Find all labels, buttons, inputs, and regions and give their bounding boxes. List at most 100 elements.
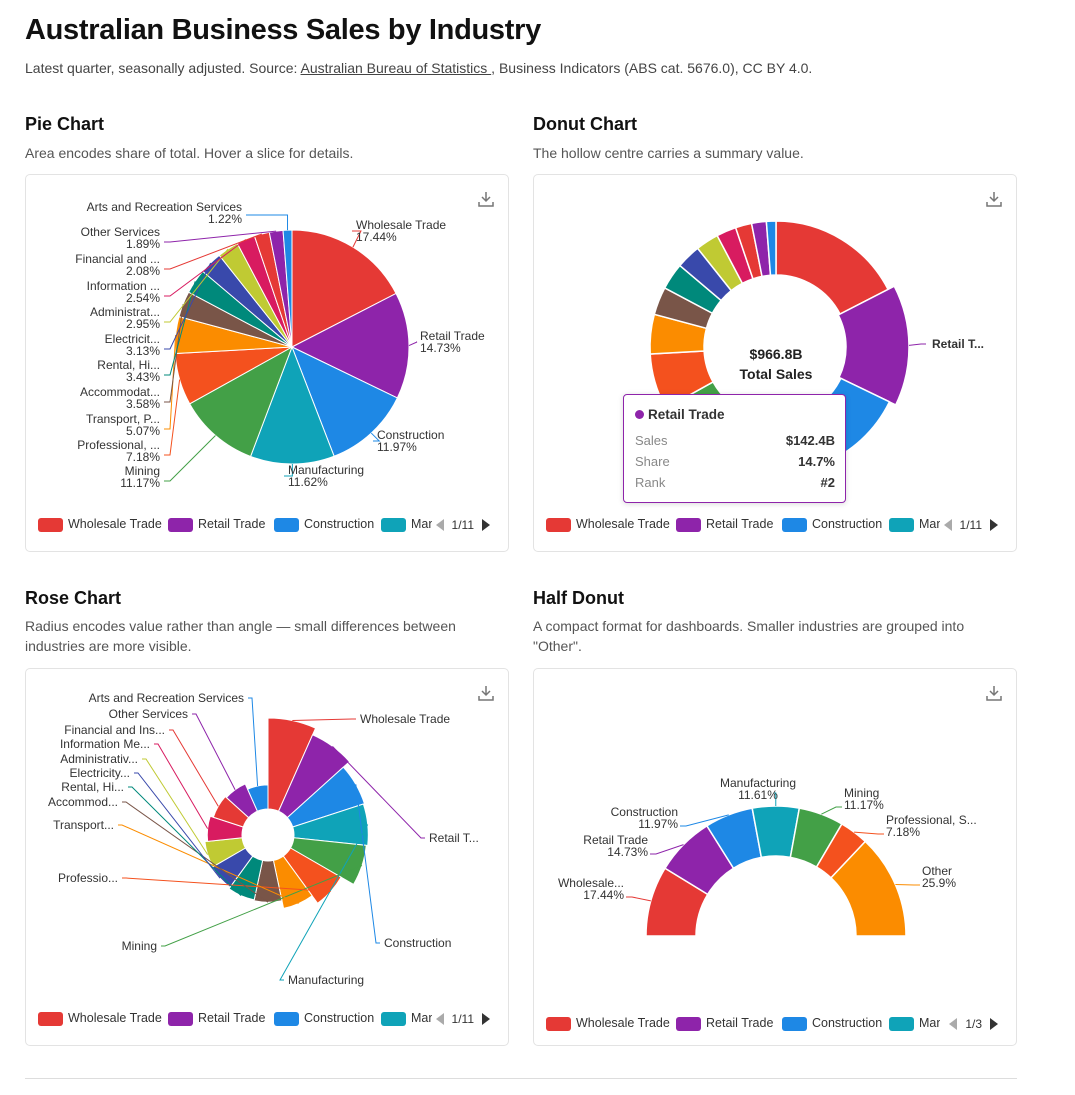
slice-label-value: 11.61% <box>738 788 778 802</box>
legend-swatch <box>381 1011 406 1026</box>
label-leader-line <box>164 379 181 456</box>
slice-label-value: 3.58% <box>126 397 160 411</box>
label-leader-line <box>164 334 177 430</box>
download-icon[interactable] <box>476 189 496 209</box>
legend-prev-icon[interactable] <box>949 1017 958 1030</box>
label-leader-line <box>192 713 236 790</box>
tooltip-row-sales: Sales $142.4B <box>635 433 835 451</box>
slice-label-value: 7.18% <box>126 450 160 464</box>
label-leader-line <box>128 786 242 896</box>
slice-label-value: 11.62% <box>288 475 328 489</box>
legend-swatch <box>274 517 299 532</box>
legend-item[interactable]: Retail Trade <box>676 1016 773 1034</box>
half-section-desc: A compact format for dashboards. Smaller… <box>533 618 965 654</box>
label-leader-line <box>626 896 651 902</box>
legend-item[interactable]: Retail Trade <box>676 517 773 535</box>
legend-swatch <box>782 517 807 532</box>
slice-label-name: Financial and ... <box>75 252 160 266</box>
slice-label-value: 14.73% <box>607 845 648 859</box>
legend-item[interactable]: Retail Trade <box>168 1011 265 1029</box>
donut-slice <box>837 285 910 406</box>
slice-label-name: Wholesale... <box>558 876 624 890</box>
slice-label-value: 11.97% <box>638 817 678 831</box>
legend-page-indicator: 1/11 <box>451 1011 474 1026</box>
rose-section-desc: Radius encodes value rather than angle —… <box>25 618 456 654</box>
slice-label-name: Mining <box>844 786 879 800</box>
legend-pager: 1/11 <box>435 1011 490 1029</box>
rose-petal <box>278 734 350 819</box>
tooltip-label: Share <box>635 454 670 469</box>
pie-section-title: Pie Chart <box>25 114 105 134</box>
legend-item[interactable]: Wholesale Trade <box>546 517 670 535</box>
legend-next-icon[interactable] <box>990 518 998 531</box>
legend-page-indicator: 1/3 <box>965 1016 982 1031</box>
legend-item[interactable]: Construction <box>782 1016 882 1034</box>
petal-label: Accommod... <box>48 795 118 809</box>
donut-legend: Wholesale Trade Retail Trade Construction M… <box>546 517 1006 535</box>
label-leader-line <box>774 792 777 807</box>
legend-item[interactable]: Manufacturing <box>381 517 432 535</box>
legend-prev-icon[interactable] <box>435 1012 444 1025</box>
slice-label-name: Construction <box>377 428 444 442</box>
label-leader-line <box>164 230 277 243</box>
legend-item[interactable]: Wholesale Trade <box>546 1016 670 1034</box>
slice-label-name: Retail Trade <box>583 833 648 847</box>
download-icon[interactable] <box>984 683 1004 703</box>
legend-prev-icon[interactable] <box>943 518 952 531</box>
petal-label: Arts and Recreation Services <box>89 691 244 705</box>
slice-label-value: 11.17% <box>844 798 884 812</box>
slice-label-value: 17.44% <box>583 888 624 902</box>
tooltip-row-share: Share 14.7% <box>635 454 835 472</box>
slice-label-name: Manufacturing <box>720 776 796 790</box>
tooltip-value: #2 <box>820 475 835 490</box>
slice-label-name: Mining <box>125 464 160 478</box>
slice-label-value: 2.95% <box>126 317 160 331</box>
legend-item[interactable]: Construction <box>274 517 374 535</box>
label-leader-line <box>122 801 269 903</box>
legend-item[interactable]: Manufacturing <box>889 517 940 535</box>
pie-slice <box>282 229 293 348</box>
legend-items: Wholesale Trade Retail Trade Construction M… <box>38 517 432 535</box>
petal-label: Financial and Ins... <box>64 723 165 737</box>
slice-label-value: 5.07% <box>126 424 160 438</box>
legend-label: Wholesale Trade <box>68 517 162 531</box>
tooltip-series-name: Retail Trade <box>648 407 725 422</box>
legend-item[interactable]: Manufacturing <box>889 1016 940 1034</box>
legend-label: Wholesale Trade <box>68 1011 162 1025</box>
legend-item[interactable]: Retail Trade <box>168 517 265 535</box>
slice-label-value: 7.18% <box>886 825 920 839</box>
download-icon[interactable] <box>476 683 496 703</box>
legend-item[interactable]: Wholesale Trade <box>38 517 162 535</box>
pie-chart-card: Wholesale Trade 17.44% Retail Trade 14.73% C… <box>25 174 509 552</box>
slice-label-name: Retail Trade <box>420 329 485 343</box>
petal-label: Wholesale Trade <box>360 712 450 726</box>
slice-label-name: Construction <box>611 805 678 819</box>
legend-swatch <box>676 517 701 532</box>
label-leader-line <box>370 432 381 442</box>
label-leader-line <box>352 230 362 248</box>
footer-divider <box>25 1078 1017 1079</box>
rose-chart-svg: Wholesale Trade Retail T... Construction Ma… <box>48 691 479 987</box>
slice-label-name: Other <box>922 864 952 878</box>
source-link[interactable]: Australian Bureau of Statistics <box>300 60 492 76</box>
label-leader-line <box>650 844 684 855</box>
label-leader-line <box>142 758 209 855</box>
slice-label-value: 2.08% <box>126 264 160 278</box>
legend-item[interactable]: Construction <box>782 517 882 535</box>
page-title: Australian Business Sales by Industry <box>25 14 541 46</box>
download-icon[interactable] <box>984 189 1004 209</box>
legend-prev-icon[interactable] <box>435 518 444 531</box>
legend-label: Retail Trade <box>198 517 266 531</box>
legend-next-icon[interactable] <box>482 518 490 531</box>
label-leader-line <box>284 463 293 477</box>
legend-next-icon[interactable] <box>482 1012 490 1025</box>
legend-next-icon[interactable] <box>990 1017 998 1030</box>
legend-item[interactable]: Wholesale Trade <box>38 1011 162 1029</box>
slice-label-name: Transport, P... <box>86 412 160 426</box>
legend-item[interactable]: Manufacturing <box>381 1011 432 1029</box>
legend-swatch <box>546 517 571 532</box>
slice-label-name: Other Services <box>81 225 160 239</box>
petal-label: Professio... <box>58 871 118 885</box>
legend-item[interactable]: Construction <box>274 1011 374 1029</box>
